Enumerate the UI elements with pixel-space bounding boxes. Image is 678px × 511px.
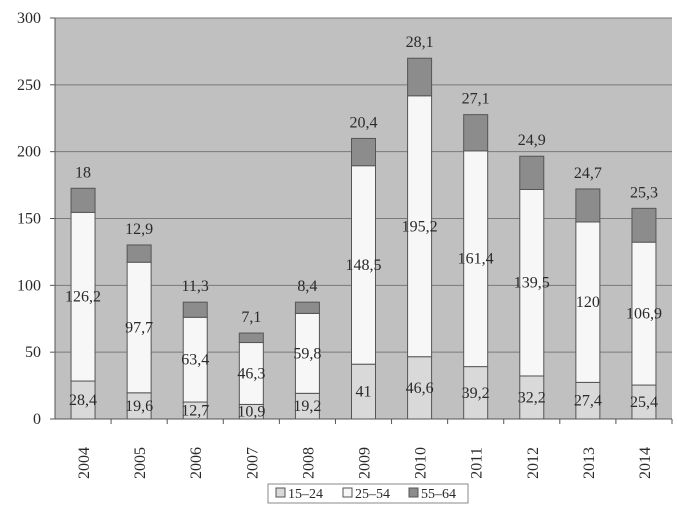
data-label: 19,6 [125, 398, 153, 415]
bar-segment [519, 375, 545, 420]
bar-segment [351, 363, 376, 420]
x-tick-label: 2010 [413, 447, 430, 479]
data-label: 19,2 [293, 398, 321, 415]
bar-segment [238, 342, 264, 405]
data-label: 12,7 [181, 403, 209, 420]
bar-segment [463, 114, 489, 152]
data-label: 28,4 [69, 392, 97, 409]
data-label: 12,9 [125, 221, 153, 238]
bar-segment [238, 332, 264, 344]
x-tick-label: 2007 [244, 447, 261, 479]
x-tick-label: 2009 [357, 447, 374, 479]
data-label: 195,2 [402, 218, 438, 235]
y-tick-labels: 0 50 100 150 200 250 300 [17, 10, 55, 428]
legend-label: 15–24 [288, 487, 323, 502]
bar-segment [407, 57, 433, 97]
legend-label: 55–64 [421, 487, 456, 502]
data-label: 20,4 [350, 114, 378, 131]
data-label: 25,3 [630, 184, 658, 201]
data-label: 41 [356, 384, 372, 401]
data-label: 139,5 [514, 275, 550, 292]
bars [70, 57, 657, 420]
data-label: 24,9 [518, 132, 546, 149]
data-label: 120 [576, 294, 600, 311]
x-tick-label: 2005 [132, 447, 149, 479]
data-label: 39,2 [462, 385, 490, 402]
bar-segment [182, 316, 208, 403]
legend: 15–24 25–54 55–64 [267, 483, 469, 504]
x-tick-label: 2008 [300, 447, 317, 479]
data-label: 46,6 [406, 380, 434, 397]
bar-segment [294, 301, 320, 314]
bar-segment [519, 155, 545, 190]
legend-swatch [408, 487, 419, 498]
x-tick-labels: 2004 2005 2006 2007 2008 2009 2010 2011 2012 2013… [76, 419, 673, 479]
x-tick-label: 2004 [76, 447, 93, 479]
bar-segment [407, 95, 433, 358]
y-tick-label: 150 [17, 211, 41, 228]
data-label: 63,4 [181, 352, 209, 369]
bar-segment [631, 241, 657, 386]
bar-segment [126, 244, 152, 263]
data-label: 11,3 [182, 278, 209, 295]
y-tick-label: 50 [25, 344, 41, 361]
x-tick-label: 2014 [637, 447, 654, 479]
x-tick-label: 2012 [525, 447, 542, 479]
data-label: 126,2 [65, 289, 101, 306]
bar-segment [70, 211, 96, 382]
data-label: 148,5 [346, 257, 382, 274]
data-labels: 28,4 126,2 18 19,6 97,7 12,9 12,7 63,4 11,3 10,9 4… [65, 34, 662, 420]
data-label: 27,4 [574, 393, 602, 410]
bar-segment [631, 207, 657, 243]
bar-segment [182, 301, 208, 318]
legend-swatch [275, 487, 286, 498]
data-label: 46,3 [237, 365, 265, 382]
data-label: 25,4 [630, 394, 658, 411]
bar-segment [407, 356, 433, 420]
bar-segment [351, 165, 376, 365]
data-label: 32,2 [518, 389, 546, 406]
data-label: 97,7 [125, 320, 153, 337]
x-tick-label: 2011 [469, 447, 486, 478]
data-label: 161,4 [458, 251, 494, 268]
bar-segment [70, 187, 96, 213]
x-tick-label: 2006 [188, 447, 205, 479]
y-tick-label: 300 [17, 10, 41, 27]
legend-label: 25–54 [355, 487, 390, 502]
data-label: 10,9 [237, 404, 265, 421]
data-label: 27,1 [462, 91, 490, 108]
bar-segment [351, 137, 376, 167]
data-label: 18 [75, 164, 91, 181]
data-label: 24,7 [574, 165, 602, 182]
y-tick-label: 100 [17, 277, 41, 294]
bar-segment [519, 188, 545, 377]
data-label: 8,4 [297, 278, 317, 295]
data-label: 106,9 [626, 306, 662, 323]
bar-segment [575, 188, 601, 223]
data-label: 28,1 [406, 34, 434, 51]
data-label: 7,1 [241, 309, 261, 326]
bar-segment [463, 150, 489, 368]
data-label: 59,8 [293, 345, 321, 362]
y-tick-label: 250 [17, 77, 41, 94]
bar-segment [294, 392, 320, 420]
y-tick-label: 0 [33, 411, 41, 428]
x-tick-label: 2013 [581, 447, 598, 479]
y-tick-label: 200 [17, 144, 41, 161]
legend-swatch [342, 487, 353, 498]
